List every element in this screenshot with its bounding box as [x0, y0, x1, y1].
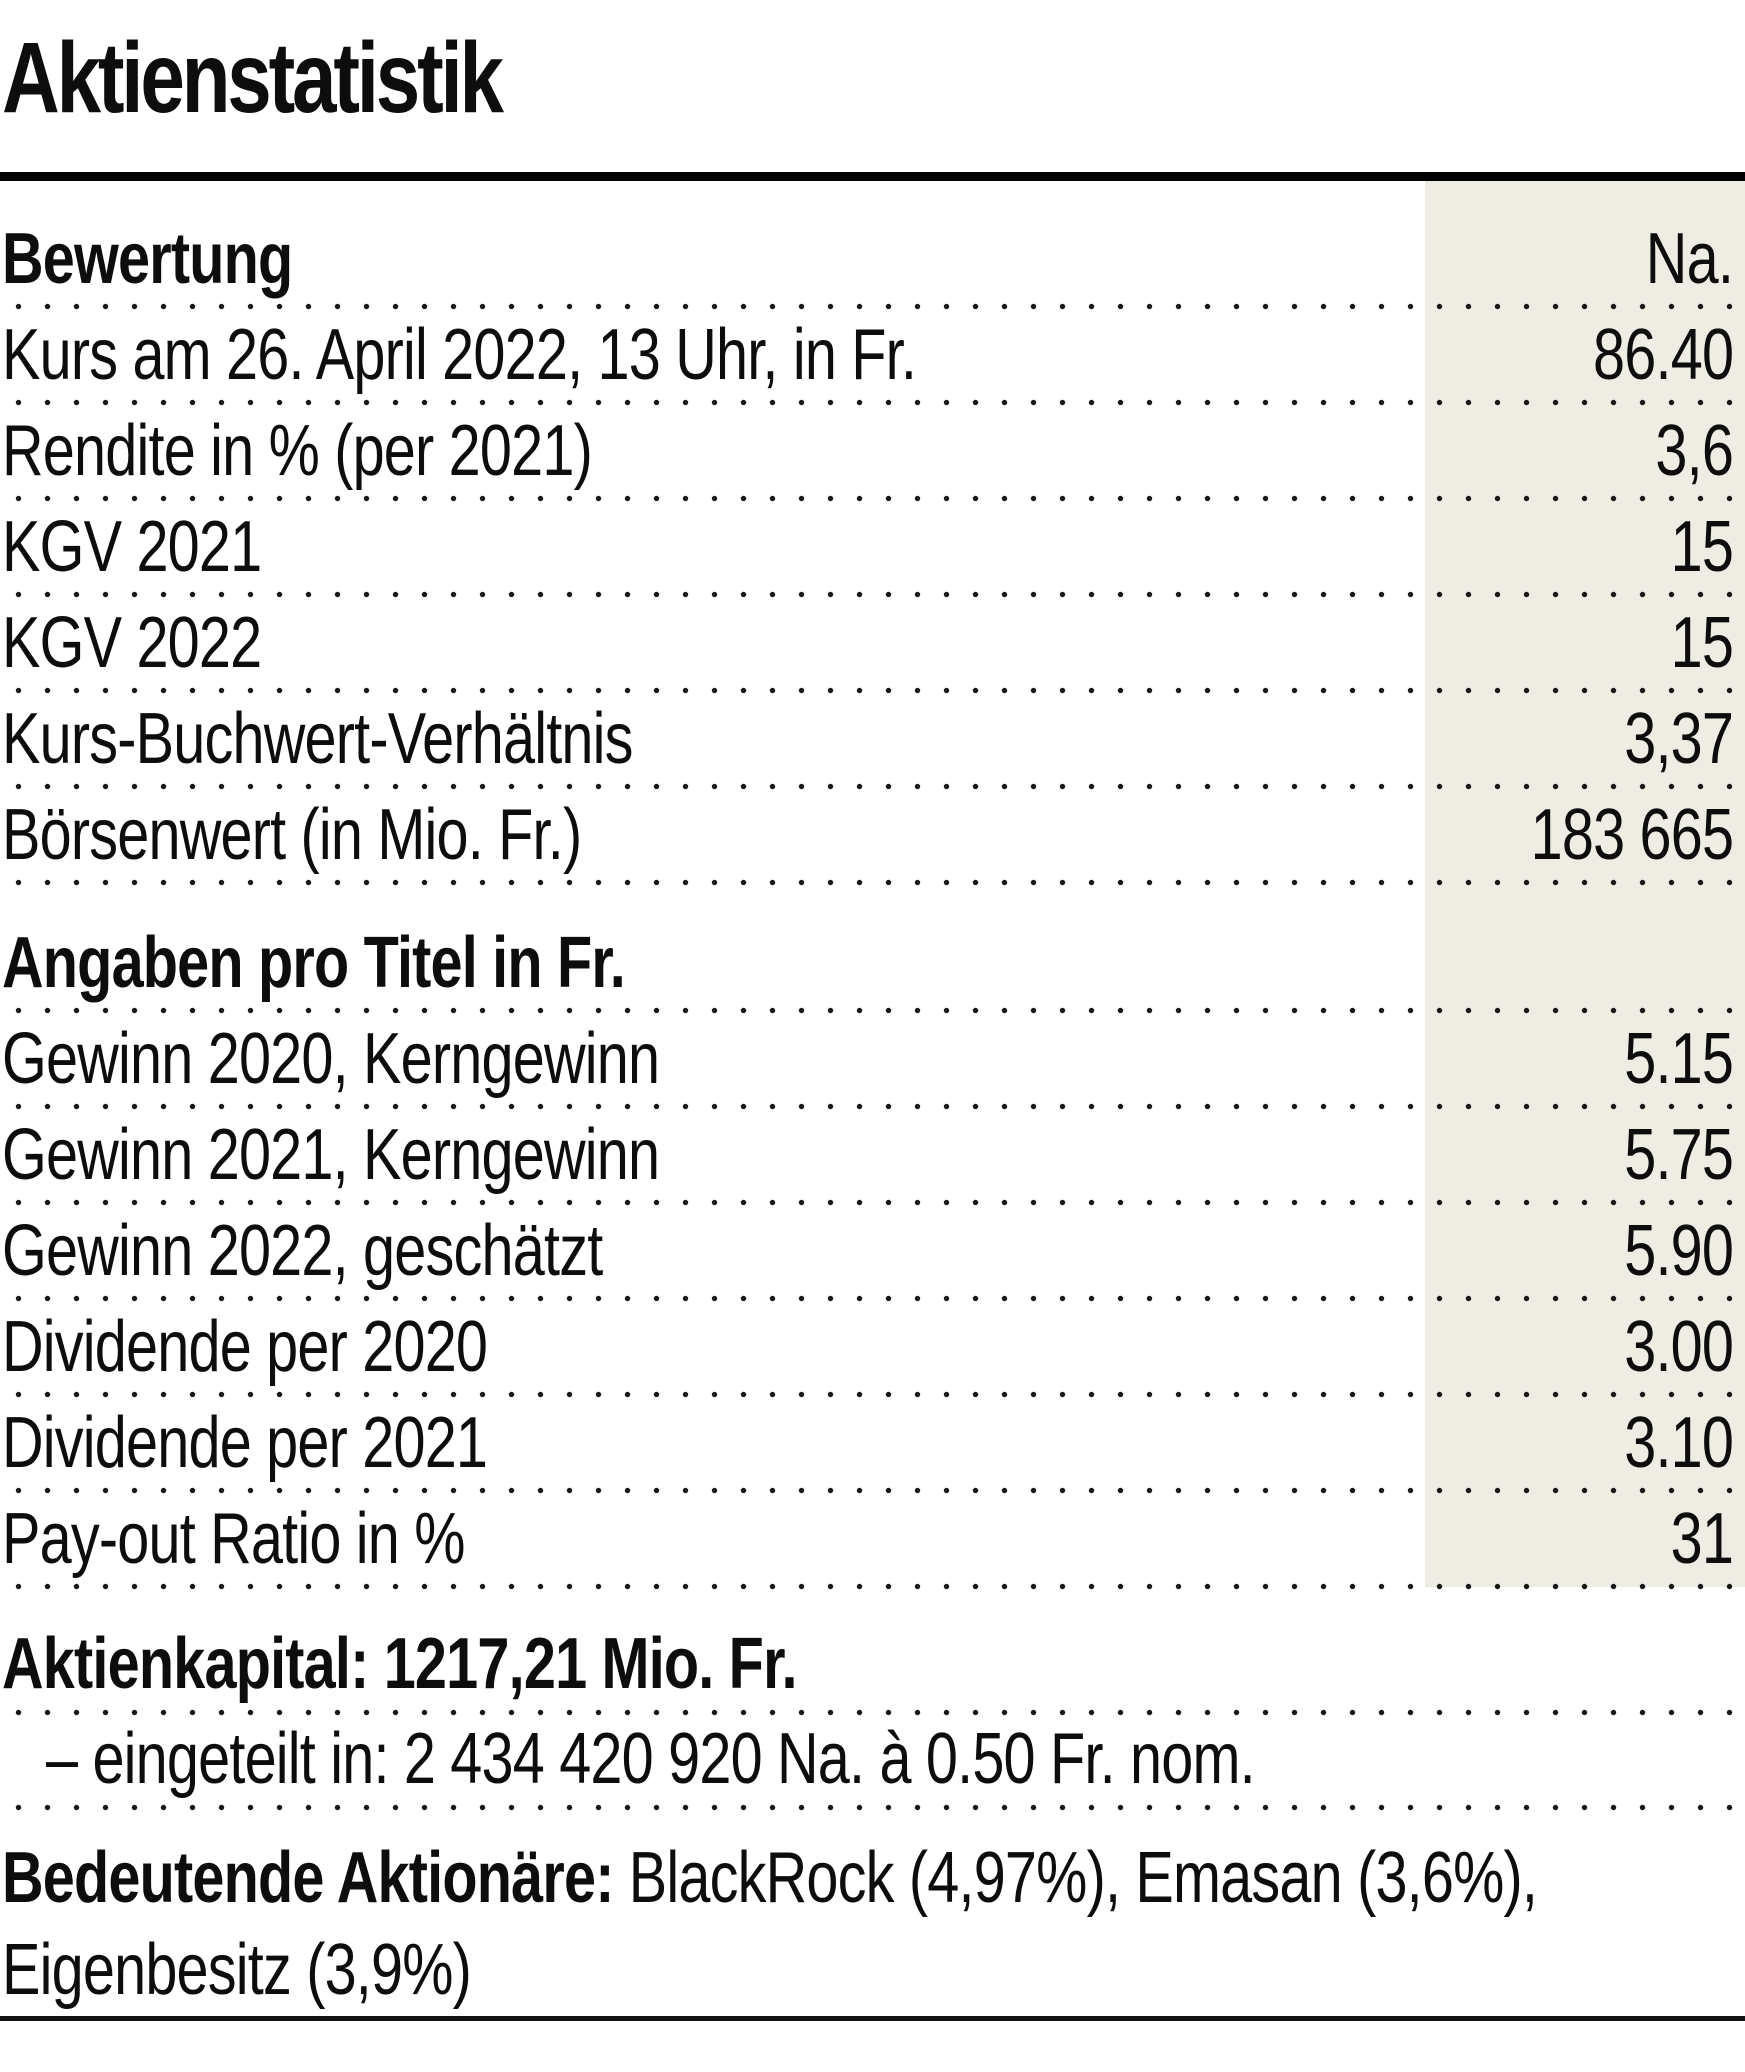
table-row: Kurs-Buchwert-Verhältnis 3,37 — [0, 691, 1745, 791]
row-label: Pay-out Ratio in % — [2, 1499, 465, 1579]
row-label: Dividende per 2021 — [2, 1403, 488, 1483]
split-row: – eingeteilt in: 2 434 420 920 Na. à 0.5… — [0, 1713, 1745, 1812]
shareholders-text-line1: BlackRock (4,97%), Emasan (3,6%), — [628, 1838, 1538, 1918]
capital-text: Aktienkapital: 1217,21 Mio. Fr. — [2, 1624, 798, 1704]
row-label: Gewinn 2021, Kerngewinn — [2, 1115, 660, 1195]
header-label: Bewertung — [2, 219, 293, 299]
table-row: Rendite in % (per 2021) 3,6 — [0, 403, 1745, 503]
row-value: 15 — [1670, 507, 1734, 587]
page-title: Aktienstatistik — [2, 24, 1745, 132]
row-label: Gewinn 2022, geschätzt — [2, 1211, 603, 1291]
table-row: KGV 2022 15 — [0, 595, 1745, 695]
row-label: Börsenwert (in Mio. Fr.) — [2, 795, 582, 875]
row-value: 5.15 — [1624, 1019, 1734, 1099]
table-row: Gewinn 2022, geschätzt 5.90 — [0, 1203, 1745, 1303]
row-label: Kurs-Buchwert-Verhältnis — [2, 699, 633, 779]
shareholders-paragraph: Bedeutende Aktionäre: BlackRock (4,97%),… — [2, 1832, 1745, 2016]
section-title: Angaben pro Titel in Fr. — [2, 923, 626, 1003]
shareholders-text-line2: Eigenbesitz (3,9%) — [2, 1930, 472, 2010]
top-rule — [0, 172, 1745, 181]
row-label: Dividende per 2020 — [2, 1307, 488, 1387]
row-value: 183 665 — [1530, 795, 1733, 875]
row-value: 3,37 — [1624, 699, 1734, 779]
section-header-row: Angaben pro Titel in Fr. — [0, 883, 1745, 1015]
row-label: Gewinn 2020, Kerngewinn — [2, 1019, 660, 1099]
table-row: Gewinn 2020, Kerngewinn 5.15 — [0, 1011, 1745, 1111]
row-label: Kurs am 26. April 2022, 13 Uhr, in Fr. — [2, 315, 917, 395]
row-value: 31 — [1670, 1499, 1734, 1579]
row-label: KGV 2022 — [2, 603, 262, 683]
row-label: Rendite in % (per 2021) — [2, 411, 593, 491]
row-value: 3,6 — [1655, 411, 1733, 491]
stats-table: Bewertung Na. Kurs am 26. April 2022, 13… — [0, 181, 1745, 1591]
row-value: 3.10 — [1624, 1403, 1734, 1483]
table-row: Pay-out Ratio in % 31 — [0, 1491, 1745, 1591]
capital-row: Aktienkapital: 1217,21 Mio. Fr. — [0, 1587, 1745, 1717]
row-label: KGV 2021 — [2, 507, 262, 587]
row-value: 86.40 — [1592, 315, 1734, 395]
bottom-rule — [0, 2016, 1745, 2021]
header-unit-label: Na. — [1645, 219, 1734, 299]
page-title-text: Aktienstatistik — [2, 22, 504, 134]
table-row: Kurs am 26. April 2022, 13 Uhr, in Fr. 8… — [0, 307, 1745, 407]
table-row: Börsenwert (in Mio. Fr.) 183 665 — [0, 787, 1745, 887]
table-row: KGV 2021 15 — [0, 499, 1745, 599]
row-value: 5.90 — [1624, 1211, 1734, 1291]
split-text: – eingeteilt in: 2 434 420 920 Na. à 0.5… — [46, 1719, 1256, 1799]
shareholders-label: Bedeutende Aktionäre: — [2, 1838, 614, 1918]
table-row: Gewinn 2021, Kerngewinn 5.75 — [0, 1107, 1745, 1207]
table-header-row: Bewertung Na. — [0, 181, 1745, 311]
row-value: 3.00 — [1624, 1307, 1734, 1387]
table-row: Dividende per 2020 3.00 — [0, 1299, 1745, 1399]
row-value: 15 — [1670, 603, 1734, 683]
row-value: 5.75 — [1624, 1115, 1734, 1195]
table-row: Dividende per 2021 3.10 — [0, 1395, 1745, 1495]
